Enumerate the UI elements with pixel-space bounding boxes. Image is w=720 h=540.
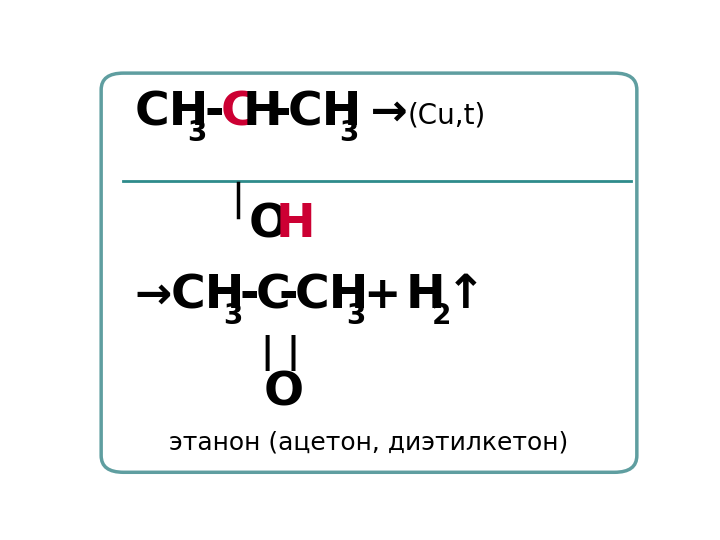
Text: O: O <box>249 202 289 247</box>
Text: 3: 3 <box>339 119 359 147</box>
Text: 3: 3 <box>347 302 366 330</box>
Text: CH: CH <box>171 273 246 318</box>
FancyBboxPatch shape <box>101 73 637 472</box>
Text: 3: 3 <box>222 302 242 330</box>
Text: -: - <box>271 90 291 135</box>
Text: C: C <box>256 273 290 318</box>
Text: C: C <box>220 90 256 135</box>
Text: H: H <box>405 273 445 318</box>
Text: (Cu,t): (Cu,t) <box>408 101 486 129</box>
Text: →: → <box>135 274 172 317</box>
Text: H: H <box>276 202 315 247</box>
Text: O: O <box>264 371 305 416</box>
Text: CH: CH <box>288 90 362 135</box>
Text: 2: 2 <box>431 302 451 330</box>
Text: | |: | | <box>261 335 300 371</box>
Text: ↑: ↑ <box>446 273 485 318</box>
Text: 3: 3 <box>187 119 207 147</box>
Text: -: - <box>279 273 298 318</box>
Text: -: - <box>240 273 259 318</box>
Text: -: - <box>204 90 224 135</box>
Text: →: → <box>355 91 408 134</box>
Text: +: + <box>364 274 401 317</box>
Text: CH: CH <box>135 90 209 135</box>
Text: этанон (ацетон, диэтилкетон): этанон (ацетон, диэтилкетон) <box>169 430 569 455</box>
Text: H: H <box>243 90 282 135</box>
Text: CH: CH <box>294 273 369 318</box>
